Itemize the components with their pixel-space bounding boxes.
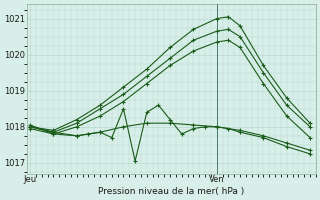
X-axis label: Pression niveau de la mer( hPa ): Pression niveau de la mer( hPa ) (98, 187, 244, 196)
